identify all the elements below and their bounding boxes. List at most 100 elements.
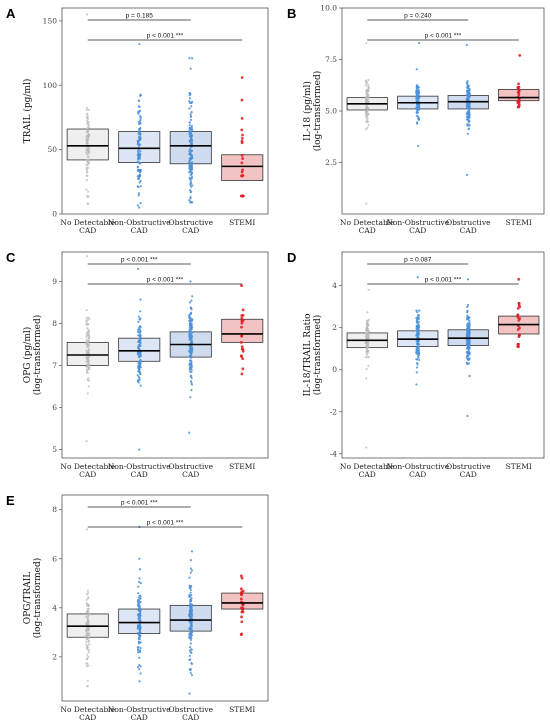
data-point	[416, 276, 419, 279]
data-point	[241, 357, 245, 360]
data-point	[87, 607, 91, 610]
data-point	[417, 320, 420, 323]
x-tick-label-line: Obstructive	[168, 218, 213, 227]
data-point	[86, 685, 89, 688]
data-point	[189, 126, 192, 130]
data-point	[139, 174, 142, 177]
data-point	[188, 199, 191, 202]
x-tick-label-line: Non-Obstructive	[386, 462, 450, 471]
x-tick-label-line: CAD	[409, 226, 426, 235]
data-point	[365, 120, 368, 123]
x-tick-label: Obstructive CAD	[168, 218, 213, 235]
data-point	[189, 170, 192, 173]
data-point	[364, 341, 367, 345]
data-point	[417, 350, 420, 353]
data-point	[138, 143, 142, 146]
data-point	[139, 338, 142, 341]
data-point	[418, 41, 421, 45]
data-point	[85, 138, 88, 141]
data-point	[190, 374, 193, 377]
data-point	[190, 613, 194, 616]
data-point	[188, 100, 191, 103]
data-point	[139, 341, 142, 345]
data-point	[240, 170, 244, 174]
data-point	[87, 639, 91, 642]
data-point	[240, 325, 243, 329]
data-point	[418, 309, 421, 312]
data-point	[138, 326, 142, 329]
data-point	[465, 318, 469, 321]
data-point	[87, 620, 90, 623]
significance-label: p < 0.001 ***	[425, 277, 462, 284]
data-point	[189, 115, 192, 118]
x-tick-label-line: CAD	[359, 470, 376, 479]
data-point	[137, 599, 140, 602]
y-tick-label: -4	[330, 449, 338, 458]
data-point	[240, 319, 244, 323]
data-point	[240, 606, 243, 610]
data-point	[468, 321, 471, 325]
data-point	[138, 181, 141, 184]
data-point	[138, 616, 141, 620]
data-point	[137, 585, 140, 588]
data-point	[188, 124, 191, 127]
data-point	[190, 110, 193, 114]
data-point	[465, 43, 468, 47]
data-point	[190, 389, 193, 392]
data-point	[190, 136, 193, 139]
data-point	[86, 589, 89, 592]
data-point	[137, 151, 140, 154]
x-tick-label: No Detectable CAD	[60, 218, 115, 235]
data-point	[188, 313, 191, 316]
data-point	[190, 674, 194, 677]
y-tick-label: 6	[52, 554, 57, 563]
data-point	[137, 596, 141, 599]
data-point	[367, 355, 370, 359]
data-point	[139, 138, 142, 141]
data-point	[190, 175, 194, 178]
data-point	[367, 83, 370, 86]
data-point	[138, 568, 142, 571]
data-point	[189, 363, 192, 366]
data-point	[188, 632, 191, 635]
data-point	[87, 664, 90, 667]
data-point	[137, 142, 140, 145]
data-point	[241, 174, 245, 177]
data-point	[189, 173, 192, 177]
data-point	[136, 174, 139, 178]
data-point	[466, 309, 469, 312]
plot-area	[61, 494, 269, 702]
data-point	[241, 610, 245, 614]
data-point	[139, 360, 142, 363]
data-point	[517, 85, 521, 89]
data-point	[139, 358, 142, 362]
data-point	[85, 119, 89, 122]
data-point	[85, 106, 89, 109]
data-point	[86, 171, 89, 174]
data-point	[136, 646, 139, 649]
data-point	[137, 99, 140, 102]
data-point	[366, 95, 370, 98]
data-point	[85, 178, 89, 182]
data-point	[465, 173, 469, 176]
data-point	[417, 322, 420, 325]
data-point	[417, 88, 420, 92]
data-point	[466, 316, 469, 319]
data-point	[88, 643, 91, 646]
data-point	[136, 330, 140, 333]
y-tick-label: 8	[52, 505, 57, 514]
data-point	[240, 334, 243, 338]
data-point	[240, 372, 244, 376]
data-point	[138, 638, 141, 641]
data-point	[138, 351, 141, 354]
data-point	[190, 124, 194, 128]
data-point	[86, 142, 89, 146]
data-point	[415, 68, 418, 71]
data-point	[138, 365, 141, 368]
data-point	[241, 308, 245, 312]
data-point	[189, 616, 192, 619]
panel-label: B	[287, 6, 296, 21]
data-point	[137, 592, 140, 595]
data-point	[188, 349, 191, 352]
